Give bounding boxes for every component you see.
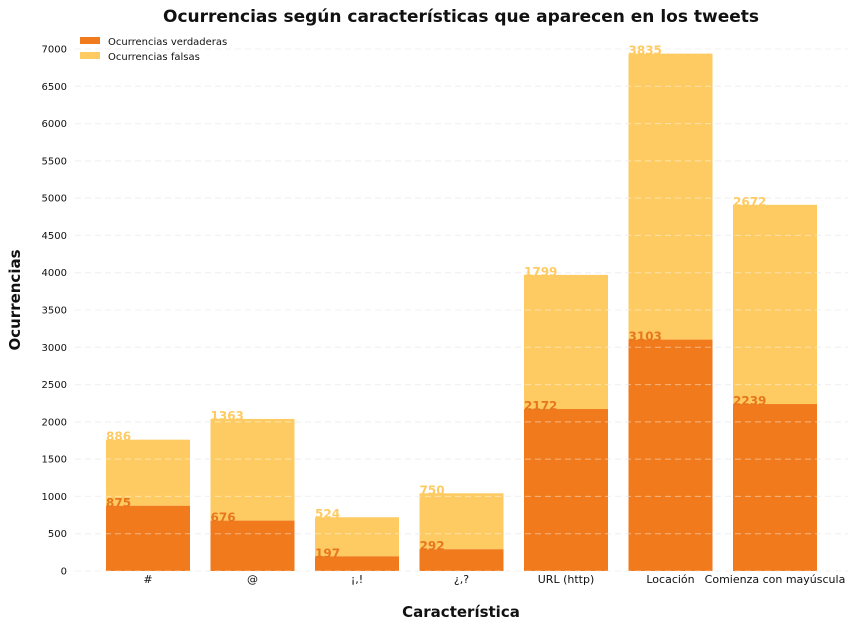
data-label-verdaderas: 3103 — [629, 330, 662, 344]
y-tick-label: 1000 — [42, 492, 67, 503]
y-tick-label: 4000 — [42, 268, 67, 279]
x-axis-ticks: # @ ¡,! ¿,? URL (http) Locación Comienza con m… — [143, 573, 845, 586]
legend-label-verdaderas: Ocurrencias verdaderas — [108, 37, 227, 48]
y-tick-label: 5000 — [42, 194, 67, 205]
data-label-falsas: 524 — [315, 507, 340, 521]
data-labels: 875 886 676 1363 197 524 292 750 2172 1799 3103 383… — [106, 44, 766, 561]
grid-overlay — [75, 48, 848, 572]
x-tick-label: # — [143, 573, 152, 586]
bar-verdaderas — [733, 404, 817, 571]
y-tick-label: 500 — [48, 529, 67, 540]
data-label-falsas: 886 — [106, 430, 131, 444]
y-axis-ticks: 0 500 1000 1500 2000 2500 3000 3500 4000 4500 5000… — [42, 45, 67, 578]
y-tick-label: 2500 — [42, 380, 67, 391]
data-label-falsas: 3835 — [629, 44, 662, 58]
y-tick-label: 0 — [61, 567, 67, 578]
x-axis-title: Característica — [402, 603, 520, 621]
bar-verdaderas — [419, 549, 504, 571]
bar-verdaderas — [315, 556, 399, 571]
legend-swatch-falsas — [80, 52, 100, 59]
y-tick-label: 3000 — [42, 343, 67, 354]
y-tick-label: 1500 — [42, 455, 67, 466]
bar-verdaderas — [524, 409, 608, 571]
bar-falsas — [524, 274, 608, 410]
data-label-falsas: 2672 — [733, 195, 766, 209]
x-tick-label: @ — [247, 573, 258, 586]
data-label-verdaderas: 292 — [420, 539, 445, 553]
x-tick-label: URL (http) — [538, 573, 594, 586]
grid-lines — [75, 48, 848, 572]
bar-falsas — [315, 517, 399, 557]
bar-verdaderas — [210, 520, 295, 571]
data-label-verdaderas: 2172 — [524, 399, 557, 413]
x-tick-label: ¡,! — [351, 573, 363, 586]
y-tick-label: 3500 — [42, 306, 67, 317]
y-tick-label: 6500 — [42, 82, 67, 93]
data-label-verdaderas: 2239 — [733, 394, 766, 408]
x-tick-label: ¿,? — [454, 573, 469, 586]
legend-swatch-verdaderas — [80, 37, 100, 44]
data-label-verdaderas: 676 — [211, 511, 236, 525]
legend: Ocurrencias verdaderas Ocurrencias falsa… — [80, 37, 227, 63]
bar-falsas — [419, 493, 504, 550]
data-label-falsas: 750 — [420, 483, 445, 497]
chart-title: Ocurrencias según características que ap… — [163, 7, 759, 27]
bar-falsas — [733, 204, 817, 405]
y-tick-label: 4500 — [42, 231, 67, 242]
bar-falsas — [210, 418, 295, 521]
bar-falsas — [628, 53, 713, 340]
legend-label-falsas: Ocurrencias falsas — [108, 52, 200, 63]
bars — [106, 53, 817, 571]
data-label-verdaderas: 197 — [315, 546, 340, 560]
bar-verdaderas — [106, 505, 190, 571]
data-label-verdaderas: 875 — [106, 496, 131, 510]
y-axis-title: Ocurrencias — [6, 249, 24, 350]
x-tick-label: Comienza con mayúscula — [705, 573, 846, 586]
bar-falsas — [106, 439, 190, 506]
data-label-falsas: 1799 — [524, 265, 557, 279]
y-tick-label: 5500 — [42, 156, 67, 167]
bar-verdaderas — [628, 339, 713, 571]
data-label-falsas: 1363 — [211, 409, 244, 423]
y-tick-label: 7000 — [42, 45, 67, 56]
x-tick-label: Locación — [646, 573, 694, 586]
y-tick-label: 2000 — [42, 417, 67, 428]
y-tick-label: 6000 — [42, 119, 67, 130]
